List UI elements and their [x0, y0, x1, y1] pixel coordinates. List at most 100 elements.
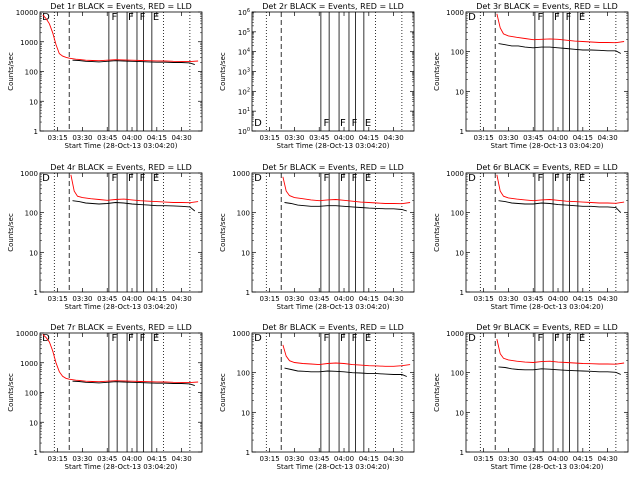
- x-axis-label: Start Time (28-Oct-13 03:04:20): [65, 463, 178, 471]
- y-axis-label: Counts/sec: [433, 52, 441, 91]
- panel-1: Det 1r BLACK = Events, RED = LLD 1 10 100 10…: [7, 2, 203, 150]
- y-tick-label: 100: [451, 210, 464, 218]
- plot-frame: [39, 172, 203, 293]
- plot-frame: [39, 11, 203, 132]
- panel-title: Det 4r BLACK = Events, RED = LLD: [50, 163, 192, 172]
- flag-label: D: [254, 173, 262, 184]
- x-axis-label: Start Time (28-Oct-13 03:04:20): [65, 142, 178, 150]
- y-tick-label: 1000: [446, 170, 464, 178]
- y-tick-label: 100: [238, 127, 250, 136]
- panel-2: Det 2r BLACK = Events, RED = LLD10010110…: [219, 2, 415, 150]
- x-tick-label: 04:00: [122, 134, 142, 142]
- panel-title: Det 6r BLACK = Events, RED = LLD: [476, 163, 618, 172]
- panel-7: Det 7r BLACK = Events, RED = LLD 1 10 100 10…: [7, 323, 203, 471]
- panel-title: Det 8r BLACK = Events, RED = LLD: [262, 323, 404, 332]
- y-tick-exponent: 6: [247, 8, 250, 14]
- y-tick-exponent: 3: [247, 68, 250, 74]
- events-series-line: [284, 367, 407, 377]
- x-tick-label: 03:45: [309, 455, 329, 463]
- x-tick-label: 03:30: [72, 295, 92, 303]
- panel-title: Det 1r BLACK = Events, RED = LLD: [50, 2, 192, 11]
- x-tick-label: 03:15: [260, 134, 280, 142]
- flag-label: E: [153, 12, 159, 23]
- x-tick-label: 03:15: [48, 455, 68, 463]
- flag-label: F: [554, 173, 560, 184]
- x-axis-label: Start Time (28-Oct-13 03:04:20): [65, 303, 178, 311]
- y-tick-label: 100: [25, 69, 38, 77]
- flag-label: F: [128, 173, 134, 184]
- x-tick-label: 03:15: [474, 134, 494, 142]
- flag-label: E: [579, 12, 585, 23]
- x-tick-label: 04:15: [147, 295, 167, 303]
- x-tick-label: 04:30: [598, 295, 618, 303]
- y-tick-label: 1: [246, 289, 250, 297]
- x-tick-label: 04:15: [573, 134, 593, 142]
- y-tick-label: 1000: [20, 170, 38, 178]
- y-axis-label: Counts/sec: [7, 52, 15, 91]
- y-tick-exponent: 0: [247, 127, 250, 133]
- flag-label: E: [579, 173, 585, 184]
- flag-label: F: [340, 118, 346, 129]
- flag-label: F: [538, 333, 544, 344]
- panel-title: Det 7r BLACK = Events, RED = LLD: [50, 323, 192, 332]
- y-tick-label: 100: [451, 49, 464, 57]
- flag-label: D: [42, 173, 50, 184]
- x-tick-label: 04:00: [334, 134, 354, 142]
- flag-label: F: [554, 333, 560, 344]
- x-tick-label: 04:30: [172, 295, 192, 303]
- y-tick-label: 1000: [232, 330, 250, 338]
- y-tick-exponent: 5: [247, 28, 250, 34]
- flag-label: F: [324, 173, 330, 184]
- flag-label: E: [365, 118, 371, 129]
- flag-label: E: [579, 333, 585, 344]
- flag-label: F: [538, 173, 544, 184]
- x-tick-label: 03:45: [309, 295, 329, 303]
- y-axis-label: Counts/sec: [7, 213, 15, 252]
- x-tick-label: 03:45: [523, 455, 543, 463]
- x-tick-label: 04:15: [359, 295, 379, 303]
- plot-frame: [251, 11, 415, 132]
- x-tick-label: 03:15: [474, 295, 494, 303]
- flag-label: F: [140, 12, 146, 23]
- y-tick-label: 10: [455, 88, 464, 96]
- events-series-line: [498, 366, 621, 375]
- flag-label: E: [153, 173, 159, 184]
- flag-label: D: [468, 173, 476, 184]
- x-axis-label: Start Time (28-Oct-13 03:04:20): [277, 303, 390, 311]
- y-tick-label: 100: [237, 210, 250, 218]
- x-tick-label: 03:30: [284, 295, 304, 303]
- plot-frame: [251, 172, 415, 293]
- panel-title: Det 2r BLACK = Events, RED = LLD: [262, 2, 404, 11]
- x-tick-label: 03:15: [48, 295, 68, 303]
- panel-9: Det 9r BLACK = Events, RED = LLD 1 10 100 10…: [433, 323, 629, 471]
- y-tick-label: 1: [34, 289, 38, 297]
- lld-series-line: [42, 334, 199, 384]
- x-tick-label: 04:15: [573, 295, 593, 303]
- events-series-line: [72, 380, 195, 387]
- y-tick-label: 1000: [20, 39, 38, 47]
- y-tick-label: 1: [34, 128, 38, 136]
- flag-label: E: [365, 333, 371, 344]
- x-tick-label: 03:45: [97, 134, 117, 142]
- y-tick-label: 100: [237, 370, 250, 378]
- y-tick-label: 1000: [232, 170, 250, 178]
- flag-label: F: [352, 118, 358, 129]
- x-tick-label: 04:00: [548, 295, 568, 303]
- flag-label: D: [468, 333, 476, 344]
- y-tick-label: 1: [460, 289, 464, 297]
- x-tick-label: 04:00: [548, 134, 568, 142]
- y-axis-label: Counts/sec: [219, 373, 227, 412]
- x-axis-label: Start Time (28-Oct-13 03:04:20): [491, 142, 604, 150]
- y-tick-label: 1: [34, 449, 38, 457]
- x-tick-label: 04:15: [147, 134, 167, 142]
- flag-label: F: [566, 173, 572, 184]
- flag-label: D: [42, 333, 50, 344]
- panel-title: Det 3r BLACK = Events, RED = LLD: [476, 2, 618, 11]
- x-tick-label: 04:30: [172, 455, 192, 463]
- x-tick-label: 03:30: [498, 295, 518, 303]
- y-tick-label: 1: [460, 128, 464, 136]
- x-tick-label: 04:30: [172, 134, 192, 142]
- x-tick-label: 03:30: [498, 134, 518, 142]
- flag-label: F: [324, 118, 330, 129]
- panel-5: Det 5r BLACK = Events, RED = LLD 1 10 100 10…: [219, 163, 415, 311]
